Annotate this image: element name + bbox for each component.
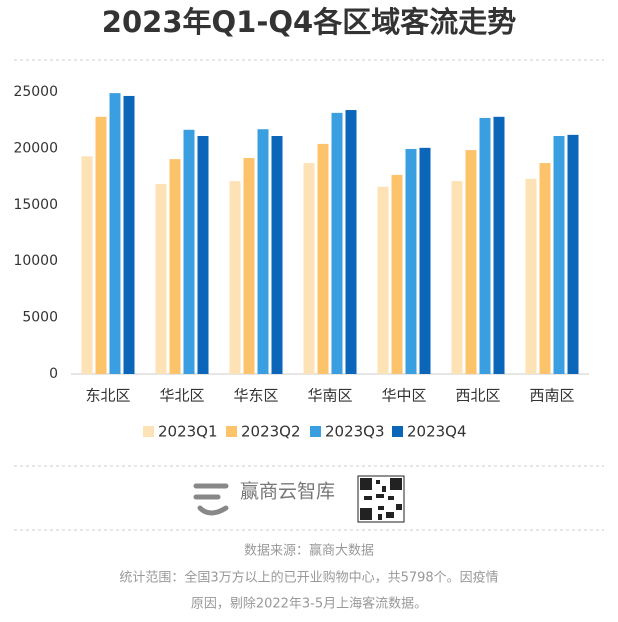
qr-code: [357, 475, 405, 523]
bar: [345, 110, 357, 374]
source: 数据来源：赢商大数据: [244, 543, 374, 559]
note: 统计范围：全国3万方以上的已开业购物中心，共5798个。因疫情: [119, 570, 498, 586]
y-tick-label: 25000: [13, 84, 58, 100]
legend-label: 2023Q3: [325, 423, 385, 441]
bar: [81, 156, 93, 374]
x-tick-label: 华东区: [233, 387, 278, 405]
chart-title: 2023年Q1-Q4各区域客流走势: [102, 5, 516, 39]
bar: [419, 147, 431, 374]
bar: [271, 135, 283, 374]
y-tick-label: 15000: [13, 197, 58, 213]
bar: [257, 129, 269, 374]
logo: 赢商云智库: [193, 481, 335, 516]
bar: [465, 150, 477, 374]
bar: [553, 135, 565, 374]
legend-label: 2023Q2: [241, 423, 301, 441]
x-tick-label: 华北区: [159, 387, 204, 405]
bar: [95, 116, 107, 374]
brand: 赢商云智库: [240, 481, 335, 503]
bar: [317, 143, 329, 374]
bar: [567, 134, 579, 374]
y-tick-label: 10000: [13, 253, 58, 269]
x-tick-label: 东北区: [85, 387, 130, 405]
bar: [183, 129, 195, 374]
bar: [391, 174, 403, 374]
legend-swatch: [143, 426, 154, 437]
bar: [539, 163, 551, 374]
y-tick-label: 5000: [22, 310, 58, 326]
legend-swatch: [392, 426, 403, 437]
bar: [377, 186, 389, 374]
bar: [109, 93, 121, 375]
bar: [525, 178, 537, 374]
bar: [303, 163, 315, 374]
bar: [331, 112, 343, 375]
y-tick-label: 20000: [13, 140, 58, 156]
bar: [169, 159, 181, 374]
bar: [405, 148, 417, 374]
legend-swatch: [310, 426, 321, 437]
bar: [155, 183, 167, 374]
bar: [493, 116, 505, 374]
bar: [451, 181, 463, 374]
x-tick-label: 西南区: [529, 387, 574, 405]
x-tick-label: 西北区: [455, 387, 500, 405]
x-tick-label: 华中区: [381, 387, 426, 405]
bar: [123, 95, 135, 374]
legend-label: 2023Q1: [158, 423, 218, 441]
bar: [229, 181, 241, 374]
y-tick-label: 0: [49, 366, 58, 382]
bar: [197, 135, 209, 374]
legend-swatch: [226, 426, 237, 437]
x-tick-label: 华南区: [307, 387, 352, 405]
legend-label: 2023Q4: [407, 423, 467, 441]
note: 原因，剔除2022年3-5月上海客流数据。: [191, 596, 427, 612]
bar: [479, 117, 491, 374]
bar: [243, 157, 255, 374]
